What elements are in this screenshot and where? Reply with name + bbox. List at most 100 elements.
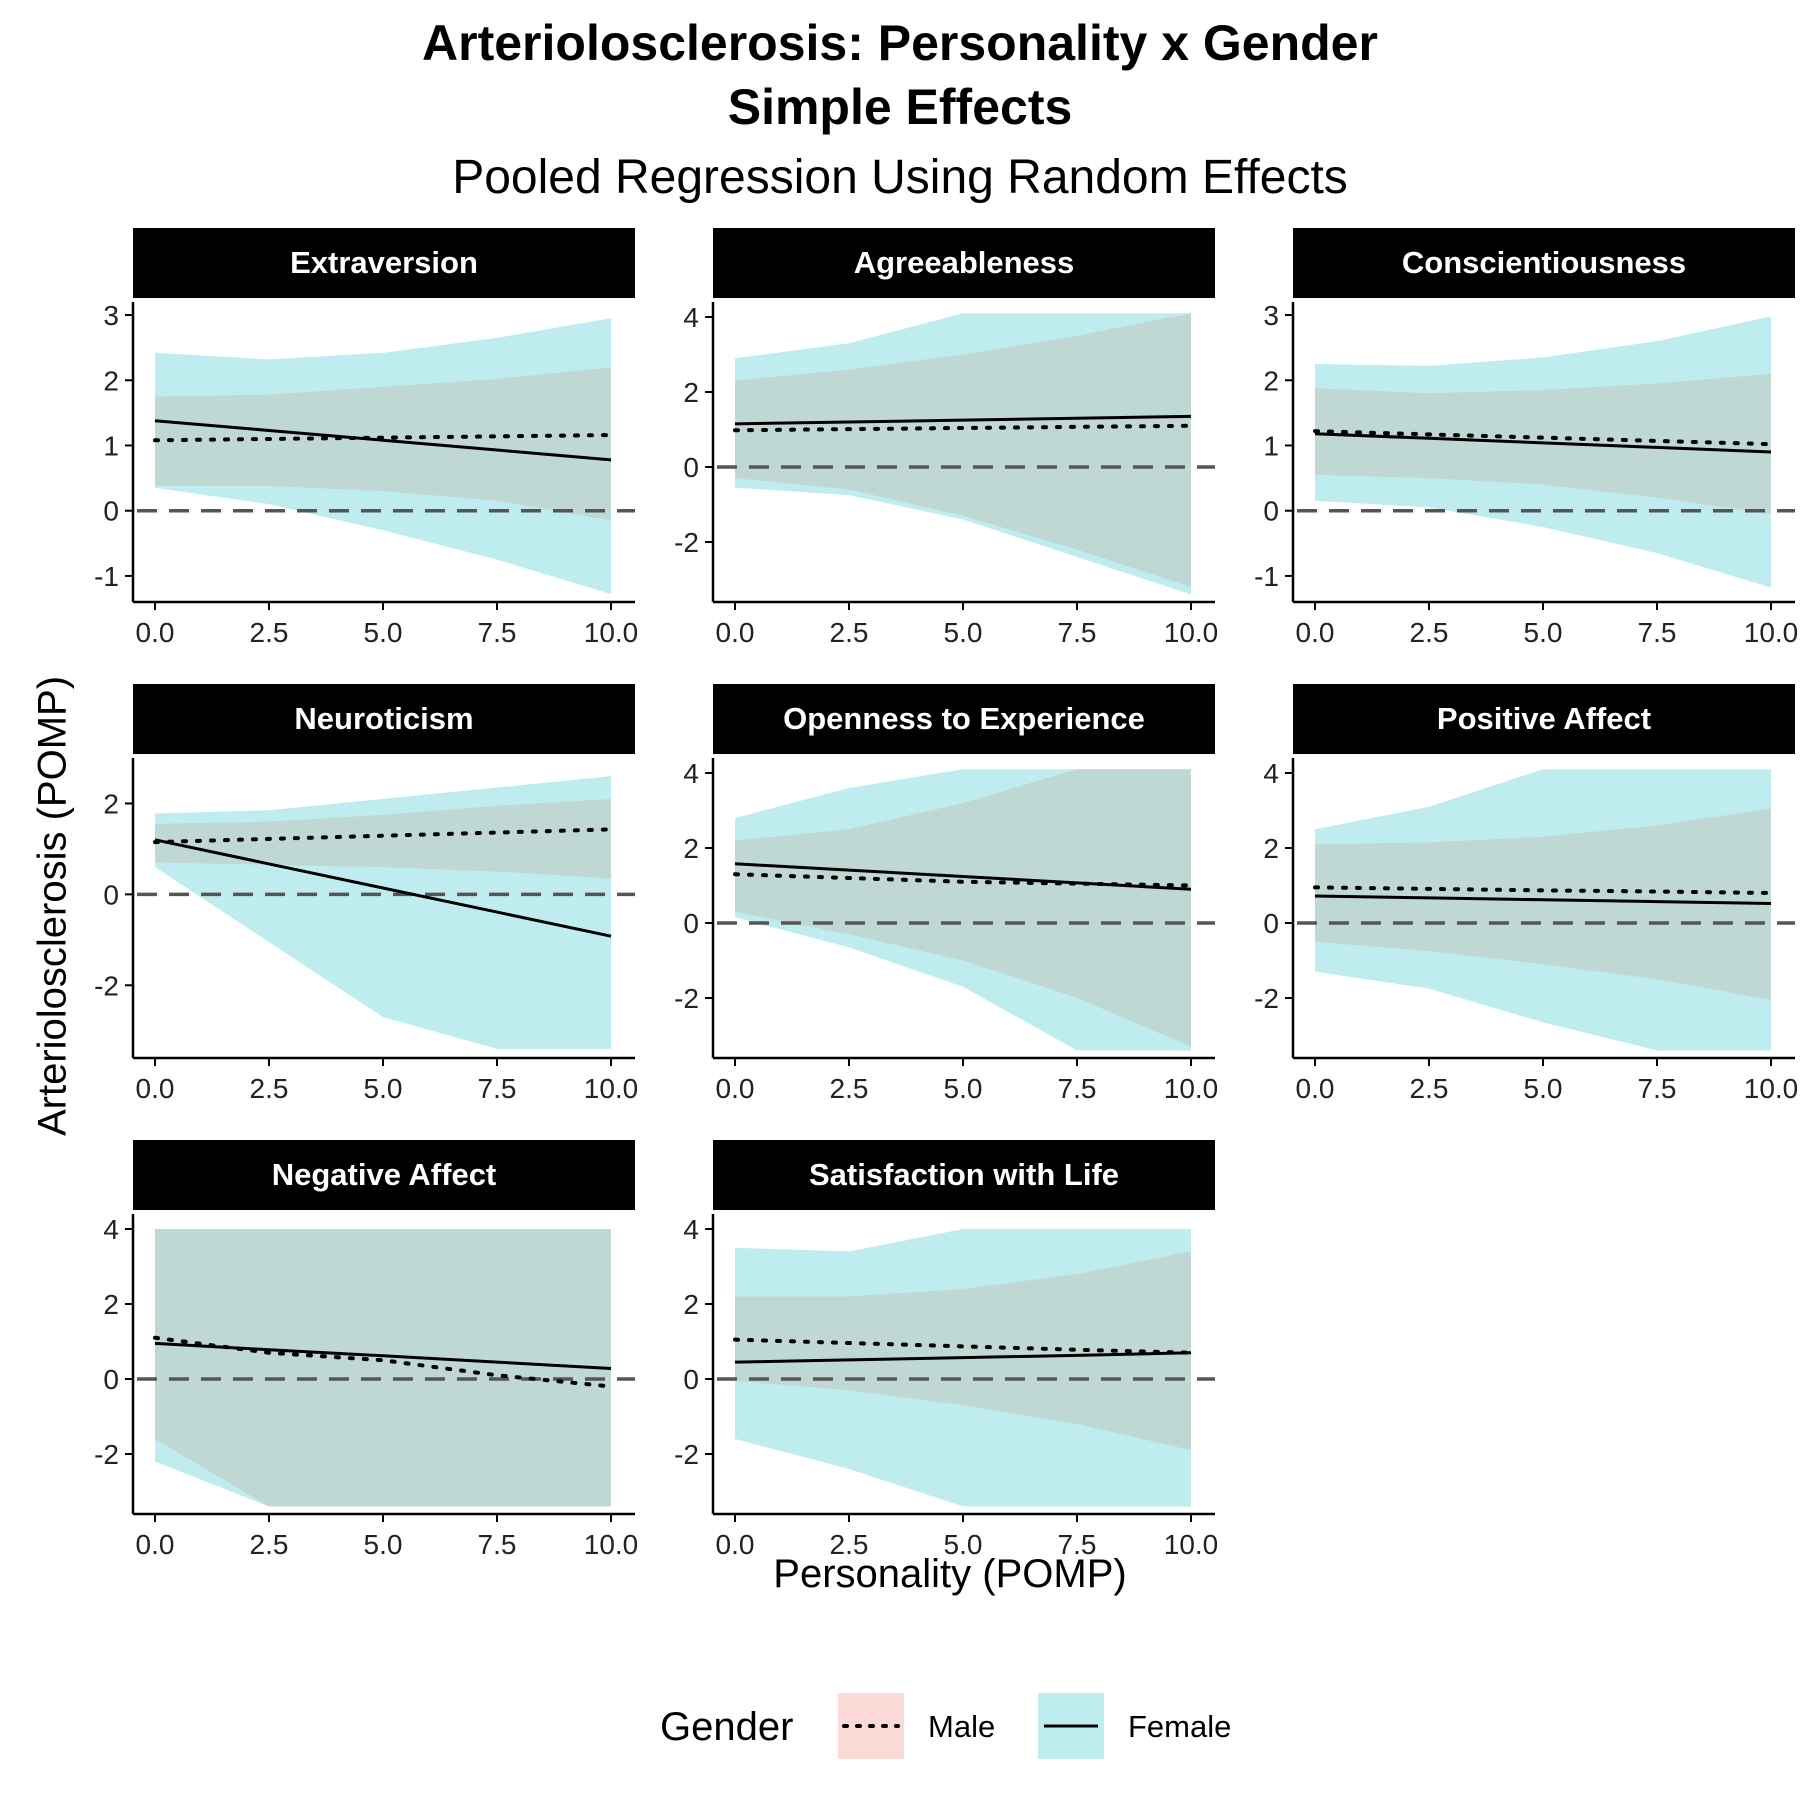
plot-area (137, 776, 635, 1049)
x-tick-label: 7.5 (478, 1073, 517, 1104)
legend-title: Gender (660, 1705, 793, 1749)
facet-strip (1293, 228, 1795, 298)
line-male (733, 1337, 1193, 1355)
y-tick-label: 0 (103, 496, 119, 527)
y-tick-label: 2 (683, 833, 699, 864)
line-female (154, 1341, 612, 1370)
facet-strip (133, 684, 635, 754)
x-tick-label: 2.5 (1410, 617, 1449, 648)
facet-strip (133, 1140, 635, 1210)
x-tick-label: 10.0 (1164, 1529, 1219, 1560)
ribbon-male (735, 769, 1191, 1047)
y-tick-label: -2 (94, 1439, 119, 1470)
line-male (1313, 429, 1773, 447)
line-female (1314, 432, 1772, 454)
facet-negative-affect: Negative Affect -2 0 2 4 0.0 2.5 5.0 7.5 10.0 (94, 1140, 638, 1560)
x-tick-label: 0.0 (136, 1073, 175, 1104)
line-male (733, 423, 1193, 433)
facet-strip (713, 228, 1215, 298)
plot-area (137, 1229, 635, 1507)
x-tick-label: 10.0 (1744, 617, 1799, 648)
x-tick-label: 10.0 (584, 617, 639, 648)
y-tick-label: -1 (94, 561, 119, 592)
facet-neuroticism: Neuroticism -2 0 2 0.0 2.5 5.0 7.5 10.0 (94, 684, 638, 1104)
x-tick-label: 7.5 (1058, 617, 1097, 648)
x-tick-label: 5.0 (364, 1529, 403, 1560)
legend-item-male: Male (838, 1693, 995, 1759)
facet-title: Positive Affect (1437, 701, 1651, 736)
y-tick-label: 4 (683, 758, 699, 789)
y-tick-label: 2 (103, 365, 119, 396)
plot-area (717, 313, 1215, 595)
y-tick-label: -2 (94, 970, 119, 1001)
x-tick-label: 7.5 (478, 1529, 517, 1560)
legend-item-female: Female (1038, 1693, 1231, 1759)
y-tick-label: 3 (1263, 300, 1279, 331)
x-tick-label: 5.0 (944, 1529, 983, 1560)
line-female (734, 1351, 1192, 1364)
x-tick-label: 2.5 (1410, 1073, 1449, 1104)
y-tick-label: 2 (1263, 833, 1279, 864)
y-tick-label: 2 (103, 1289, 119, 1320)
x-tick-label: 0.0 (136, 617, 175, 648)
x-tick-label: 2.5 (250, 1073, 289, 1104)
facet-strip (1293, 684, 1795, 754)
x-tick-label: 5.0 (944, 617, 983, 648)
facet-title: Satisfaction with Life (809, 1157, 1119, 1192)
x-tick-label: 0.0 (716, 1073, 755, 1104)
facet-title: Openness to Experience (783, 701, 1145, 736)
y-tick-label: 0 (103, 1364, 119, 1395)
x-tick-label: 10.0 (1164, 617, 1219, 648)
x-tick-label: 5.0 (944, 1073, 983, 1104)
plot-area (717, 769, 1215, 1051)
x-tick-label: 0.0 (136, 1529, 175, 1560)
x-tick-label: 0.0 (1296, 617, 1335, 648)
facet-openness-to-experience: Openness to Experience -2 0 2 4 0.0 2.5 5.0 7.5 1… (674, 684, 1218, 1104)
line-female (1314, 894, 1772, 905)
y-tick-label: 1 (103, 430, 119, 461)
y-tick-label: 0 (103, 879, 119, 910)
ribbon-male (155, 1229, 611, 1507)
x-tick-label: 2.5 (250, 1529, 289, 1560)
line-male (153, 1335, 613, 1389)
facet-title: Extraversion (290, 245, 478, 280)
facet-extraversion: Extraversion -1 0 1 2 3 0.0 2.5 5.0 7.5 10.0 (94, 228, 638, 648)
x-tick-label: 10.0 (584, 1073, 639, 1104)
y-tick-label: 2 (683, 377, 699, 408)
x-tick-label: 0.0 (1296, 1073, 1335, 1104)
y-tick-label: 2 (103, 788, 119, 819)
y-tick-label: -1 (1254, 561, 1279, 592)
y-tick-label: 0 (683, 908, 699, 939)
plot-area (717, 1229, 1215, 1507)
x-tick-label: 7.5 (1058, 1529, 1097, 1560)
x-tick-label: 2.5 (830, 617, 869, 648)
facet-strip (133, 228, 635, 298)
x-tick-label: 0.0 (716, 1529, 755, 1560)
x-tick-label: 7.5 (1638, 1073, 1677, 1104)
facet-title: Negative Affect (272, 1157, 497, 1192)
line-male (153, 433, 613, 443)
ribbon-male (155, 367, 611, 521)
chart-title-line1: Arteriolosclerosis: Personality x Gender (422, 15, 1378, 71)
line-female (734, 414, 1192, 426)
ribbon-male (1315, 808, 1771, 1000)
x-tick-label: 5.0 (1524, 1073, 1563, 1104)
facet-title: Conscientiousness (1402, 245, 1686, 280)
x-tick-label: 10.0 (1164, 1073, 1219, 1104)
line-male (1313, 885, 1773, 895)
facet-strip (713, 1140, 1215, 1210)
facet-strip (713, 684, 1215, 754)
x-tick-label: 10.0 (584, 1529, 639, 1560)
plot-area (1297, 769, 1795, 1051)
x-tick-label: 7.5 (478, 617, 517, 648)
x-tick-label: 2.5 (830, 1529, 869, 1560)
y-tick-label: 4 (103, 1214, 119, 1245)
chart-subtitle: Pooled Regression Using Random Effects (452, 151, 1348, 204)
facet-conscientiousness: Conscientiousness -1 0 1 2 3 0.0 2.5 5.0 7.5 10.0 (1254, 228, 1798, 648)
facet-agreeableness: Agreeableness -2 0 2 4 0.0 2.5 5.0 7.5 10.0 (674, 228, 1218, 648)
y-tick-label: 0 (683, 1364, 699, 1395)
facet-positive-affect: Positive Affect -2 0 2 4 0.0 2.5 5.0 7.5 10.0 (1254, 684, 1798, 1104)
line-female (154, 419, 612, 462)
